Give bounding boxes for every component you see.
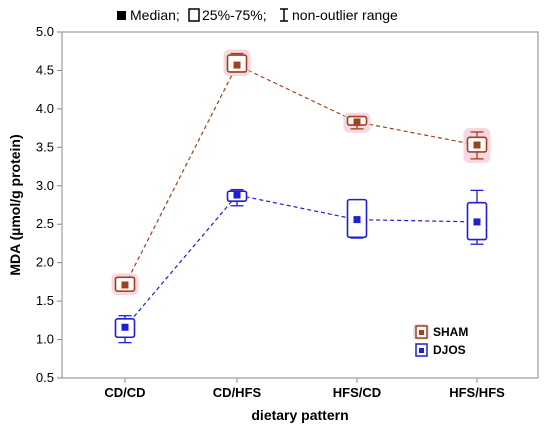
y-tick-label: 1.0 bbox=[36, 332, 54, 347]
series-legend: SHAM DJOS bbox=[413, 324, 468, 357]
box-djos-cd-hfs bbox=[226, 188, 248, 207]
y-tick-label: 5.0 bbox=[36, 24, 54, 39]
legend-label: SHAM bbox=[433, 325, 468, 339]
box-sham-cd-hfs bbox=[223, 49, 251, 76]
x-axis-ticks: CD/CD CD/HFS HFS/CD HFS/HFS bbox=[104, 378, 505, 400]
legend-item-sham: SHAM bbox=[413, 324, 468, 340]
box-legend-label: 25%-75%; bbox=[202, 7, 267, 23]
whisker-legend-icon bbox=[280, 8, 288, 22]
series-djos bbox=[114, 188, 488, 344]
box-djos-hfs-hfs bbox=[466, 189, 488, 245]
y-tick-label: 3.5 bbox=[36, 139, 54, 154]
y-tick-label: 0.5 bbox=[36, 370, 54, 385]
median-connector-line bbox=[124, 194, 478, 328]
y-axis-title: MDA (µmol/g protein) bbox=[7, 134, 23, 275]
y-tick-label: 4.0 bbox=[36, 101, 54, 116]
box-djos-cd-cd bbox=[114, 315, 136, 344]
x-axis-title: dietary pattern bbox=[251, 407, 348, 423]
y-tick-label: 4.5 bbox=[36, 62, 54, 77]
box-sham-hfs-hfs bbox=[463, 127, 491, 163]
box-sham-hfs-cd bbox=[343, 112, 371, 133]
x-tick-label: HFS/HFS bbox=[449, 385, 505, 400]
median-point bbox=[353, 118, 361, 126]
x-tick-label: CD/CD bbox=[104, 385, 145, 400]
y-tick-label: 2.5 bbox=[36, 216, 54, 231]
median-point bbox=[233, 191, 241, 199]
box-djos-hfs-cd bbox=[346, 198, 368, 239]
y-tick-label: 3.0 bbox=[36, 178, 54, 193]
legend-item-djos: DJOS bbox=[415, 343, 466, 357]
x-tick-label: CD/HFS bbox=[213, 385, 262, 400]
median-point bbox=[473, 218, 481, 226]
legend-median-icon bbox=[419, 348, 424, 353]
median-point bbox=[121, 281, 129, 289]
median-point bbox=[121, 323, 129, 331]
whisker-legend-label: non-outlier range bbox=[292, 7, 398, 23]
median-point bbox=[473, 141, 481, 149]
series-layer bbox=[111, 49, 491, 344]
legend-median-icon bbox=[419, 330, 424, 335]
box-legend-icon bbox=[188, 8, 200, 22]
x-tick-label: HFS/CD bbox=[333, 385, 381, 400]
y-tick-label: 2.0 bbox=[36, 255, 54, 270]
legend-label: DJOS bbox=[433, 343, 466, 357]
top-legend: Median; 25%-75%; non-outlier range bbox=[117, 7, 398, 23]
median-point bbox=[233, 61, 241, 69]
box-sham-cd-cd bbox=[111, 273, 139, 296]
median-point bbox=[353, 216, 361, 224]
median-legend-label: Median; bbox=[130, 7, 180, 23]
y-axis-ticks: 0.5 1.0 1.5 2.0 2.5 3.0 3.5 4.0 4.5 5.0 bbox=[36, 24, 62, 385]
series-sham bbox=[111, 49, 491, 296]
median-connector-line bbox=[124, 64, 478, 286]
median-legend-icon bbox=[117, 11, 126, 20]
y-tick-label: 1.5 bbox=[36, 293, 54, 308]
plot-frame bbox=[61, 31, 539, 379]
